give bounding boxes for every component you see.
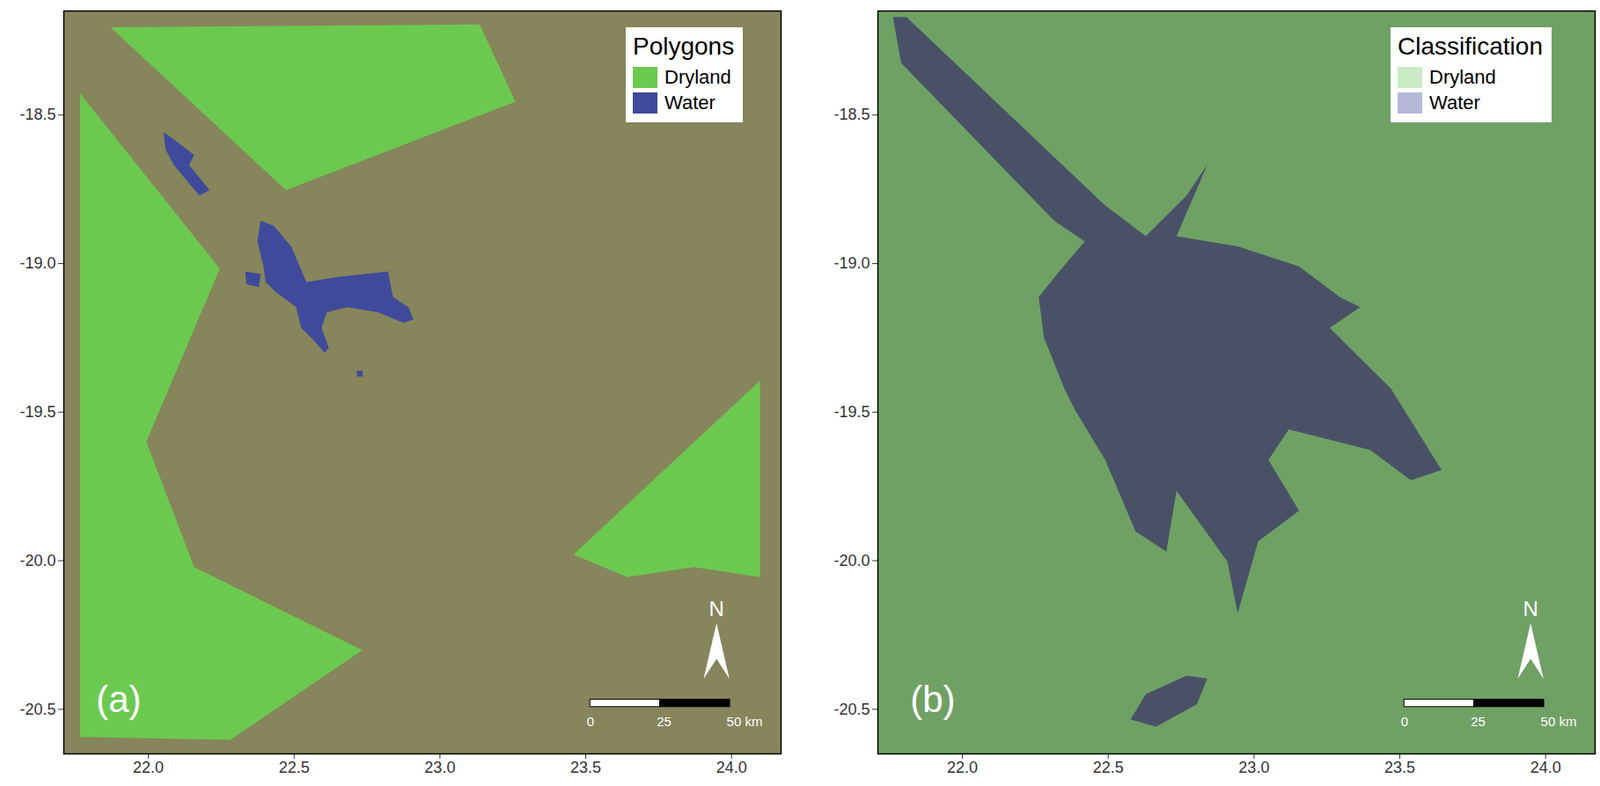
svg-text:-19.0: -19.0	[833, 254, 870, 272]
svg-text:-19.5: -19.5	[833, 403, 870, 421]
svg-text:-20.0: -20.0	[19, 551, 56, 570]
svg-text:(a): (a)	[95, 678, 141, 720]
svg-text:N: N	[708, 596, 724, 621]
html-text:Water: Water	[664, 91, 716, 114]
svg-text:-19.0: -19.0	[19, 254, 56, 272]
svg-text:23.5: 23.5	[570, 758, 602, 777]
html-text:Dryland: Dryland	[664, 66, 732, 89]
svg-text:25: 25	[1470, 713, 1486, 729]
svg-text:50 km: 50 km	[726, 713, 764, 729]
svg-text:-18.5: -18.5	[19, 105, 56, 124]
svg-text:22.5: 22.5	[278, 758, 310, 777]
html-text:Dryland: Dryland	[1429, 66, 1496, 89]
svg-text:-19.5: -19.5	[19, 403, 56, 421]
svg-text:0: 0	[1401, 713, 1409, 729]
svg-text:-20.5: -20.5	[19, 700, 56, 719]
svg-text:23.5: 23.5	[1384, 758, 1416, 777]
svg-text:N: N	[1522, 596, 1538, 621]
svg-text:25: 25	[656, 713, 672, 729]
html-text:Water: Water	[1429, 91, 1481, 114]
html-text:Classification: Classification	[1397, 32, 1543, 60]
svg-text:(b): (b)	[910, 678, 955, 720]
svg-text:50 km: 50 km	[1541, 713, 1578, 729]
svg-text:-20.5: -20.5	[833, 700, 870, 719]
svg-text:24.0: 24.0	[1530, 758, 1562, 777]
svg-text:22.0: 22.0	[132, 758, 164, 777]
html-text:Polygons: Polygons	[632, 32, 735, 60]
svg-text:22.5: 22.5	[1093, 758, 1124, 777]
svg-text:24.0: 24.0	[716, 758, 748, 777]
svg-text:0: 0	[587, 713, 595, 729]
svg-text:-18.5: -18.5	[833, 105, 870, 124]
svg-text:23.0: 23.0	[1238, 758, 1270, 777]
svg-text:-20.0: -20.0	[833, 551, 870, 570]
svg-text:23.0: 23.0	[424, 758, 456, 777]
svg-text:22.0: 22.0	[946, 758, 978, 777]
